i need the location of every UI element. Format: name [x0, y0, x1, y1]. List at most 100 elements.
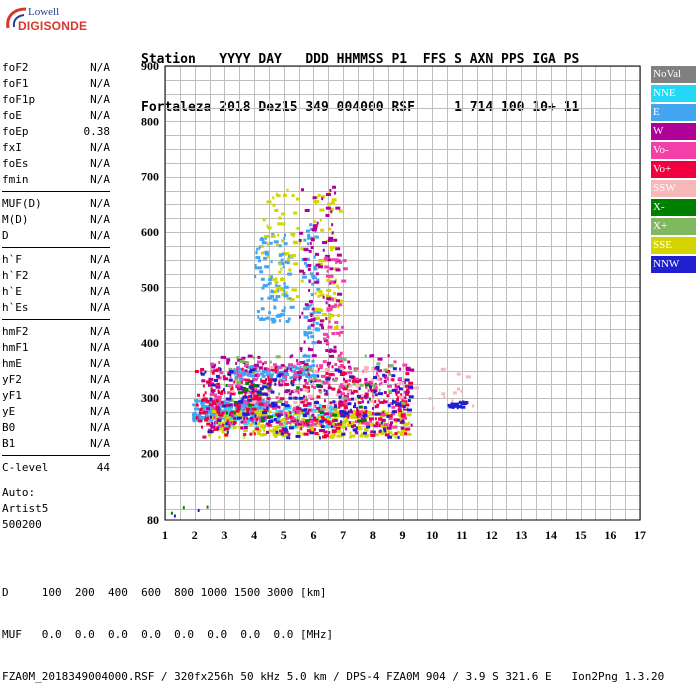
- echo-point: [352, 428, 357, 432]
- echo-point: [234, 370, 238, 374]
- echo-point: [339, 356, 345, 360]
- echo-point: [361, 409, 367, 413]
- echo-point: [257, 368, 260, 372]
- echo-point: [202, 384, 205, 388]
- echo-point: [396, 402, 402, 406]
- echo-point: [388, 389, 392, 393]
- echo-point: [329, 435, 335, 439]
- param-row-he: h`E N/A: [2, 284, 110, 300]
- echo-point: [312, 416, 316, 420]
- echo-point: [293, 377, 297, 381]
- echo-point: [318, 404, 322, 408]
- echo-point: [270, 424, 273, 428]
- echo-point: [295, 295, 300, 299]
- echo-point: [347, 384, 353, 388]
- param-value: N/A: [90, 325, 110, 338]
- param-value: N/A: [90, 213, 110, 226]
- legend-e: E: [651, 104, 696, 121]
- echo-point: [404, 378, 410, 382]
- param-value: N/A: [90, 269, 110, 282]
- param-label: hmF1: [2, 341, 29, 354]
- param-row-hf2: h`F2 N/A: [2, 268, 110, 284]
- echo-point: [404, 384, 409, 388]
- echo-point: [274, 425, 280, 429]
- echo-point: [246, 410, 250, 414]
- echo-point: [351, 434, 356, 438]
- echo-point: [208, 403, 214, 407]
- echo-point: [343, 419, 349, 423]
- echo-point: [243, 417, 246, 421]
- echo-point: [247, 400, 251, 404]
- echo-point: [296, 406, 300, 410]
- echo-point: [395, 393, 398, 397]
- echo-point: [227, 391, 232, 395]
- echo-point: [324, 392, 329, 396]
- x-tick-label: 7: [340, 528, 346, 542]
- echo-point: [277, 417, 281, 421]
- echo-point: [401, 429, 407, 433]
- echo-point: [273, 418, 277, 422]
- echo-point: [269, 410, 272, 414]
- echo-point: [319, 323, 324, 327]
- param-value: N/A: [90, 109, 110, 122]
- echo-point: [349, 408, 352, 412]
- echo-point: [399, 381, 405, 385]
- echo-point: [356, 379, 362, 383]
- y-tick-label: 80: [147, 513, 159, 527]
- echo-point: [300, 349, 303, 353]
- echo-point: [239, 360, 245, 364]
- echo-point: [309, 241, 312, 245]
- echo-point: [286, 436, 291, 440]
- echo-point: [387, 404, 391, 408]
- echo-point: [308, 348, 314, 352]
- echo-point: [307, 372, 310, 376]
- echo-point: [313, 255, 316, 259]
- echo-point: [462, 400, 465, 404]
- echo-point: [173, 514, 176, 518]
- echo-point: [211, 409, 217, 413]
- param-value: N/A: [90, 405, 110, 418]
- echo-point: [222, 423, 225, 427]
- echo-point: [300, 400, 306, 404]
- echo-point: [398, 395, 404, 399]
- echo-point: [296, 386, 300, 390]
- echo-point: [334, 401, 338, 405]
- echo-point: [255, 417, 258, 421]
- echo-point: [284, 411, 288, 415]
- echo-point: [443, 395, 446, 399]
- echo-point: [322, 332, 328, 336]
- param-label: h`F2: [2, 269, 29, 282]
- echo-point: [349, 375, 355, 379]
- echo-point: [348, 421, 351, 425]
- echo-point: [267, 388, 273, 392]
- echo-point: [293, 369, 296, 373]
- echo-point: [303, 408, 307, 412]
- echo-point: [229, 399, 234, 403]
- echo-point: [376, 422, 379, 426]
- echo-point: [410, 368, 415, 372]
- echo-point: [298, 413, 301, 417]
- echo-point: [401, 399, 404, 403]
- param-row-hmf1: hmF1 N/A: [2, 340, 110, 356]
- echo-point: [244, 372, 247, 376]
- echo-point: [388, 435, 393, 439]
- echo-point: [325, 377, 331, 381]
- echo-point: [220, 400, 224, 404]
- echo-point: [371, 367, 375, 371]
- echo-point: [320, 425, 325, 429]
- echo-point: [334, 404, 338, 408]
- echo-point: [397, 412, 400, 416]
- param-label: M(D): [2, 213, 29, 226]
- echo-point: [396, 418, 400, 422]
- echo-point: [307, 319, 313, 323]
- echo-point: [453, 404, 459, 408]
- echo-point: [276, 428, 279, 432]
- echo-point: [327, 325, 333, 329]
- echo-point: [335, 206, 341, 210]
- echo-point: [347, 402, 352, 406]
- echo-point: [370, 422, 374, 426]
- param-value: N/A: [90, 77, 110, 90]
- x-tick-label: 14: [545, 528, 557, 542]
- echo-point: [360, 416, 366, 420]
